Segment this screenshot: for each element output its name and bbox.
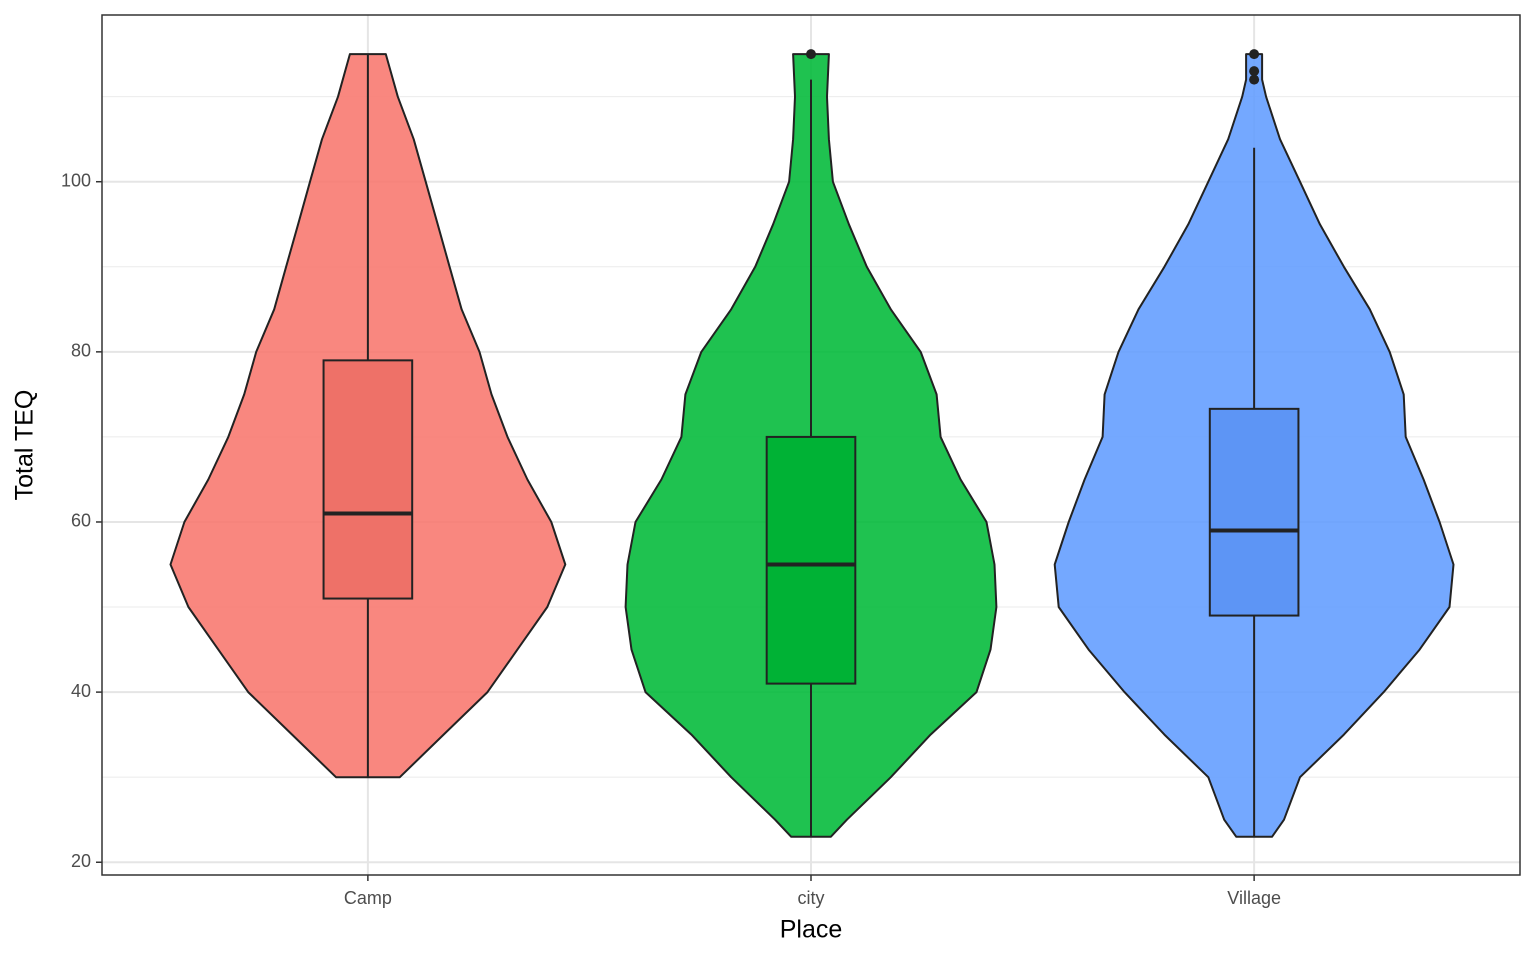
- outlier: [806, 49, 816, 60]
- outlier: [1249, 66, 1260, 77]
- y-tick-label: 80: [71, 341, 91, 361]
- x-tick-label: Camp: [344, 888, 392, 908]
- x-axis-title: Place: [780, 916, 843, 944]
- y-tick-label: 60: [71, 511, 91, 531]
- outlier: [1249, 74, 1260, 85]
- x-tick-label: city: [798, 888, 825, 908]
- outlier: [1249, 49, 1260, 60]
- box-tint: [767, 437, 855, 683]
- box: [765, 435, 857, 685]
- box-tint: [1210, 409, 1298, 615]
- x-tick-label: Village: [1227, 888, 1281, 908]
- y-tick-label: 40: [71, 681, 91, 701]
- panel-border: [101, 14, 1521, 876]
- box-tint: [324, 361, 412, 598]
- box: [1208, 407, 1300, 617]
- y-axis-title: Total TEQ: [11, 390, 39, 501]
- y-tick-label: 100: [61, 170, 91, 190]
- box: [322, 359, 414, 600]
- y-tick-label: 20: [71, 851, 91, 871]
